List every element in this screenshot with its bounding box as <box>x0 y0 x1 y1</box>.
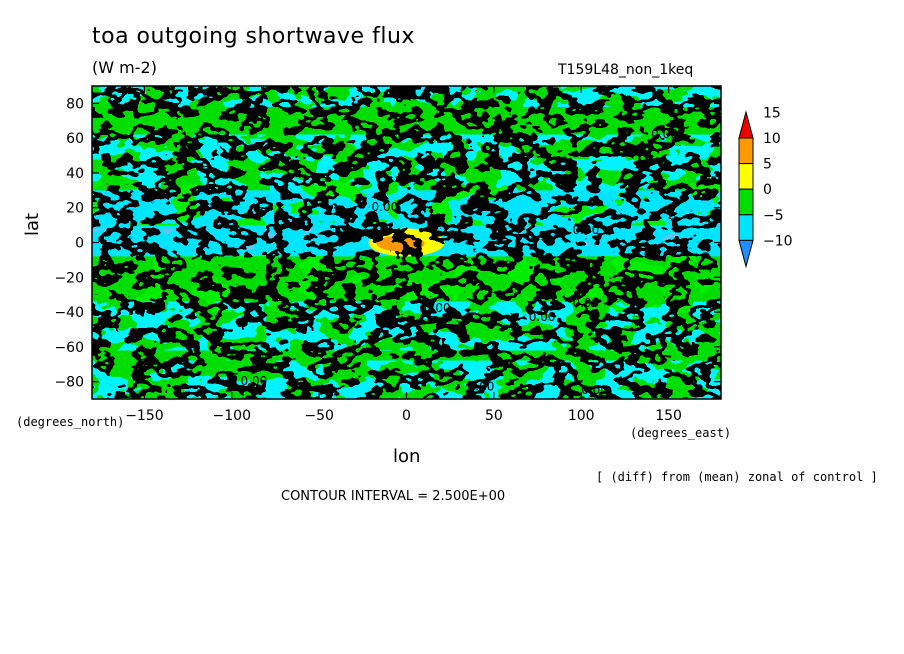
units-label: (W m-2) <box>92 58 157 77</box>
contour-labels: 0.00 0.00 0.00 0.00 0.00 0.00 0.00 0.00 0.00 <box>241 127 678 397</box>
band-south-polar <box>92 360 721 399</box>
x-tick-label: 100 <box>568 408 595 424</box>
max-orange <box>376 235 425 252</box>
contour-field <box>92 86 721 399</box>
x-tick-label: 50 <box>485 408 503 424</box>
contour-label: 0.00 <box>651 127 678 141</box>
colorbar-label: 0 <box>763 182 772 198</box>
y-tick-label: −20 <box>54 270 84 286</box>
y-tick-label: −60 <box>54 340 84 356</box>
contour-label: 0.00 <box>572 296 599 310</box>
x-tick-label: −50 <box>304 408 334 424</box>
colorbar-label: 15 <box>763 105 781 121</box>
band-equator-dark <box>92 228 721 250</box>
colorbar: −10 −5 0 5 10 15 <box>738 105 793 269</box>
colorbar-segment <box>738 110 754 139</box>
y-tick-label: 0 <box>75 236 84 252</box>
band-south-mid <box>92 301 721 351</box>
band-north-sub-green <box>92 181 721 226</box>
band-north-polar <box>92 86 721 107</box>
contour-label: 0.00 <box>529 310 556 324</box>
contour-label: 0.00 <box>581 383 608 397</box>
colorbar-label: 10 <box>763 131 781 147</box>
contour-label: 0.00 <box>572 223 599 237</box>
chart-title: toa outgoing shortwave flux <box>92 24 415 49</box>
contour-interval-label: CONTOUR INTERVAL = 2.500E+00 <box>281 489 506 504</box>
y-tick-label: 20 <box>66 201 84 217</box>
x-tick-label: 150 <box>655 408 682 424</box>
y-tick-label: 40 <box>66 166 84 182</box>
colorbar-label: −5 <box>763 208 784 224</box>
colorbar-segment <box>738 188 754 216</box>
diff-note: [ (diff) from (mean) zonal of control ] <box>596 470 878 484</box>
colorbar-segment <box>738 137 754 165</box>
y-tick-label: 60 <box>66 131 84 147</box>
contour-label: 0.00 <box>424 301 451 315</box>
colorbar-segment <box>738 214 754 241</box>
colorbar-segment <box>738 163 754 190</box>
contour-label: 0.00 <box>468 379 495 393</box>
contour-label: 0.00 <box>241 374 268 388</box>
x-units-label: (degrees_east) <box>630 426 732 440</box>
y-tick-label: 80 <box>66 96 84 112</box>
contour-label: 0.00 <box>372 200 399 214</box>
colorbar-label: 5 <box>763 157 772 173</box>
axes: −150 −100 −50 0 50 100 150 −80 −60 −40 −20 0 20 40 60 8… <box>54 85 722 424</box>
x-tick-label: −150 <box>125 408 163 424</box>
y-axis-label: lat <box>22 212 43 236</box>
x-tick-label: −100 <box>213 408 251 424</box>
colorbar-segment <box>738 239 754 269</box>
contour-lines <box>92 86 721 399</box>
y-units-label: (degrees_north) <box>16 415 125 429</box>
field-base <box>92 86 721 399</box>
colorbar-label: −10 <box>763 233 793 249</box>
band-tropics <box>92 190 721 257</box>
plot-frame <box>91 85 722 400</box>
run-label: T159L48_non_1keq <box>558 62 694 78</box>
band-south-subtropics <box>92 256 721 313</box>
x-axis-label: lon <box>393 446 421 467</box>
max-yellow <box>368 228 445 257</box>
band-north-mixed <box>92 134 721 191</box>
y-tick-label: −80 <box>54 375 84 391</box>
x-tick-label: 0 <box>402 408 411 424</box>
contour-speckle <box>92 181 721 321</box>
y-tick-label: −40 <box>54 305 84 321</box>
